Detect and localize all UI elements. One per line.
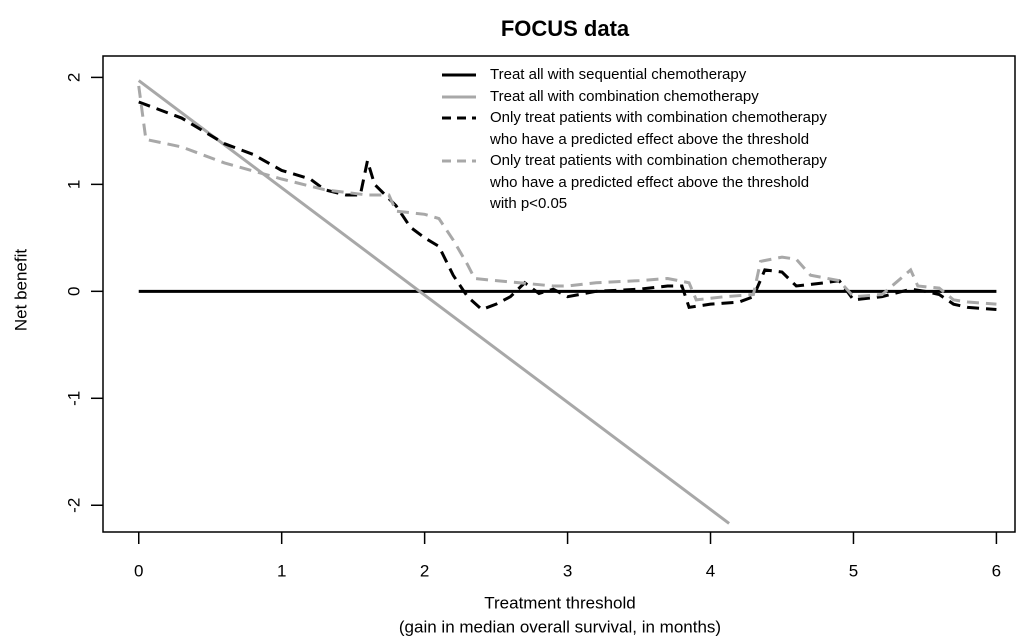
legend: Treat all with sequential chemotherapy Tr… (440, 64, 827, 215)
x-tick-label: 4 (706, 561, 715, 580)
legend-label: Only treat patients with combination che… (490, 109, 827, 148)
legend-entry: Only treat patients with combination che… (440, 150, 827, 215)
y-tick-label: 0 (64, 287, 83, 296)
x-axis-label: Treatment threshold (484, 593, 636, 612)
legend-label: Treat all with combination chemotherapy (490, 87, 759, 105)
y-tick-label: -1 (64, 391, 83, 406)
x-tick-label: 0 (134, 561, 143, 580)
plot-area (137, 79, 997, 525)
legend-swatch (442, 159, 476, 163)
y-tick-label: 2 (64, 73, 83, 82)
legend-entry: Treat all with sequential chemotherapy (440, 64, 827, 86)
legend-swatch (442, 116, 476, 120)
legend-swatch (442, 73, 476, 77)
legend-entry: Only treat patients with combination che… (440, 107, 827, 150)
x-tick-label: 2 (420, 561, 429, 580)
series-line (137, 85, 997, 306)
x-tick-label: 6 (992, 561, 1001, 580)
y-axis-label: Net benefit (11, 249, 30, 331)
plot-frame (102, 55, 1016, 533)
legend-label: Only treat patients with combination che… (490, 152, 827, 212)
series-line (137, 79, 731, 525)
legend-label: Treat all with sequential chemotherapy (490, 66, 747, 83)
x-tick-label: 5 (849, 561, 858, 580)
legend-entry: Treat all with combination chemotherapy (440, 86, 827, 108)
x-tick-label: 3 (563, 561, 572, 580)
legend-swatch (442, 95, 476, 98)
chart-title: FOCUS data (501, 16, 630, 41)
x-axis-label: (gain in median overall survival, in mon… (399, 617, 721, 636)
y-tick-label: -2 (64, 498, 83, 513)
x-tick-label: 1 (277, 561, 286, 580)
y-tick-label: 1 (64, 180, 83, 189)
